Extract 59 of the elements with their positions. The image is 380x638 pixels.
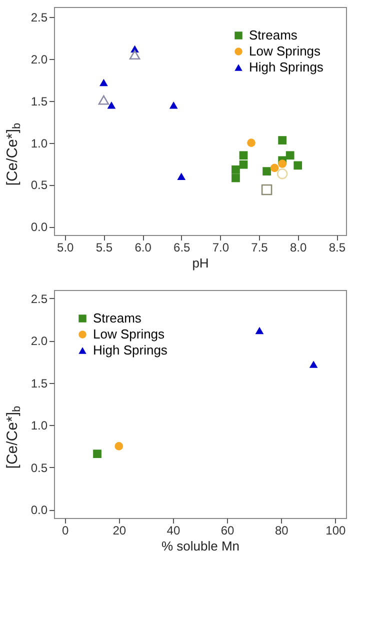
x-axis-title: pH — [192, 256, 209, 270]
x-tick-label: 7.5 — [251, 240, 268, 254]
point — [169, 101, 178, 109]
point — [309, 360, 318, 368]
x-tick-label: 8.5 — [328, 240, 346, 254]
y-tick-label: 2.0 — [30, 52, 48, 66]
x-tick-label: 7.0 — [212, 240, 230, 254]
point — [232, 165, 240, 174]
x-tick-label: 5.5 — [96, 240, 113, 254]
point — [93, 450, 102, 458]
y-tick-label: 2.5 — [30, 10, 48, 25]
point — [270, 164, 279, 172]
y-tick-label: 2.5 — [30, 292, 48, 306]
y-tick-label: 0.0 — [30, 220, 48, 234]
point — [239, 151, 248, 160]
y-tick-label: 1.0 — [30, 418, 48, 433]
legend-label: Streams — [93, 310, 142, 326]
point — [276, 168, 288, 180]
y-tick-label: 0.0 — [30, 503, 48, 518]
point — [247, 138, 256, 147]
legend-label: High Springs — [93, 342, 168, 358]
y-tick-label: 1.5 — [30, 94, 48, 108]
x-tick-label: 20 — [112, 524, 126, 538]
point — [239, 160, 248, 169]
x-tick-label: 6.5 — [174, 240, 191, 254]
y-tick-label: 0.5 — [30, 460, 48, 475]
y-tick-label: 1.5 — [30, 376, 48, 390]
point — [107, 101, 116, 109]
x-tick-label: 100 — [326, 524, 346, 538]
point — [286, 151, 294, 160]
legend-label: High Springs — [249, 60, 324, 74]
point — [294, 161, 302, 170]
x-tick-label: 5.0 — [57, 240, 74, 254]
point — [114, 442, 124, 450]
x-tick-label: 6.0 — [134, 240, 152, 254]
point — [177, 172, 186, 180]
x-tick-label: 80 — [274, 524, 289, 538]
x-tick-label: 60 — [220, 524, 235, 538]
point — [278, 136, 287, 144]
y-axis-title: [Ce/Ce*]b — [4, 122, 23, 186]
y-tick-label: 0.5 — [30, 178, 48, 192]
x-tick-label: 8.0 — [290, 240, 308, 254]
y-tick-label: 1.0 — [30, 136, 48, 150]
point — [100, 78, 108, 86]
point — [255, 326, 264, 334]
legend-label: Low Springs — [249, 44, 322, 58]
x-axis-title: % soluble Mn — [161, 538, 240, 554]
legend-label: Streams — [249, 28, 298, 42]
x-tick-label: 40 — [166, 524, 180, 538]
y-axis-title: [Ce/Ce*]b — [4, 406, 23, 469]
point — [262, 167, 271, 176]
y-tick-label: 2.0 — [30, 334, 48, 348]
point — [278, 160, 286, 168]
point — [98, 95, 110, 105]
point — [129, 50, 140, 60]
point — [232, 174, 240, 182]
x-tick-label: 0 — [62, 524, 69, 538]
point — [261, 184, 272, 196]
legend-label: Low Springs — [93, 326, 166, 342]
